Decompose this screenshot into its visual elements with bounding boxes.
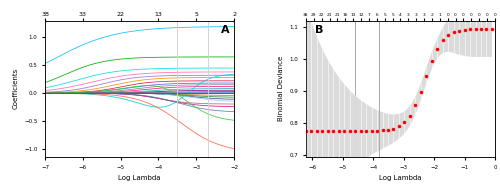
X-axis label: Log Lambda: Log Lambda [118, 175, 161, 181]
X-axis label: Log Lambda: Log Lambda [379, 175, 422, 181]
Text: A: A [221, 25, 230, 35]
Y-axis label: Binomial Deviance: Binomial Deviance [278, 56, 284, 122]
Y-axis label: Coefficients: Coefficients [12, 68, 18, 109]
Text: B: B [316, 25, 324, 35]
